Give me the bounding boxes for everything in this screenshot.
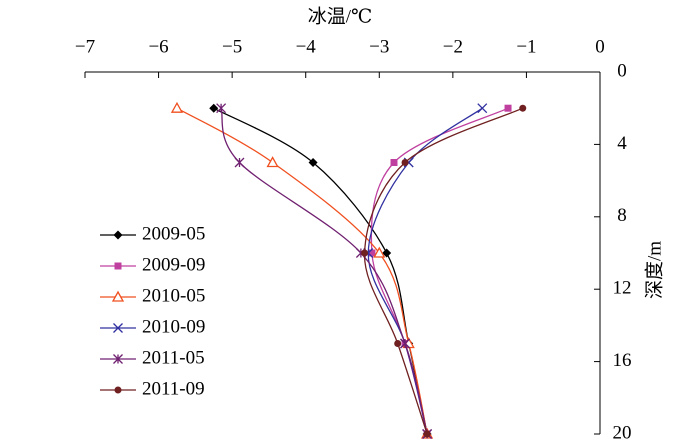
- x-tick-label: −2: [443, 36, 463, 57]
- y-tick-label: 20: [613, 422, 632, 443]
- series-line: [220, 107, 428, 435]
- data-point: [373, 246, 386, 258]
- legend-marker: [114, 262, 122, 270]
- legend-label: 2010-05: [142, 285, 205, 306]
- data-point: [234, 157, 245, 168]
- legend-marker: [113, 354, 123, 364]
- data-point: [266, 156, 279, 168]
- y-tick-label: 0: [617, 60, 627, 81]
- series-line: [367, 107, 483, 435]
- x-tick-label: −3: [369, 36, 389, 57]
- data-point: [390, 159, 398, 166]
- x-tick-label: −7: [75, 36, 95, 57]
- legend-label: 2009-09: [142, 254, 205, 275]
- series-line: [370, 107, 509, 435]
- legend-label: 2011-09: [142, 378, 205, 399]
- legend-marker: [111, 290, 125, 302]
- series-line: [363, 107, 524, 435]
- series-line: [213, 107, 428, 435]
- x-tick-label: 0: [595, 36, 605, 57]
- data-point: [394, 340, 402, 347]
- x-axis-label: 冰温/℃: [308, 5, 373, 27]
- data-point: [477, 103, 488, 114]
- data-point: [382, 248, 392, 258]
- legend-marker: [114, 386, 122, 394]
- y-tick-label: 12: [613, 278, 632, 299]
- data-point: [423, 430, 431, 438]
- data-point: [401, 159, 409, 166]
- data-point: [361, 249, 369, 257]
- data-point: [368, 249, 376, 257]
- y-tick-label: 8: [617, 205, 627, 226]
- legend-marker: [113, 323, 123, 333]
- legend-marker: [113, 230, 123, 240]
- y-tick-label: 16: [613, 350, 632, 371]
- x-tick-label: −6: [148, 36, 168, 57]
- data-point: [519, 104, 527, 112]
- x-tick-label: −1: [516, 36, 536, 57]
- legend-label: 2011-05: [142, 347, 205, 368]
- x-tick-label: −5: [222, 36, 242, 57]
- series-line: [176, 107, 428, 435]
- y-axis-label: 深度/m: [643, 241, 665, 299]
- y-tick-label: 4: [617, 133, 627, 154]
- x-tick-label: −4: [296, 36, 317, 57]
- legend-label: 2009-05: [142, 223, 205, 244]
- data-point: [504, 104, 512, 112]
- data-point: [308, 158, 318, 167]
- data-point: [209, 103, 219, 113]
- data-point: [216, 103, 227, 114]
- data-point: [170, 101, 184, 113]
- legend-label: 2010-09: [142, 316, 205, 337]
- data-point: [400, 338, 410, 349]
